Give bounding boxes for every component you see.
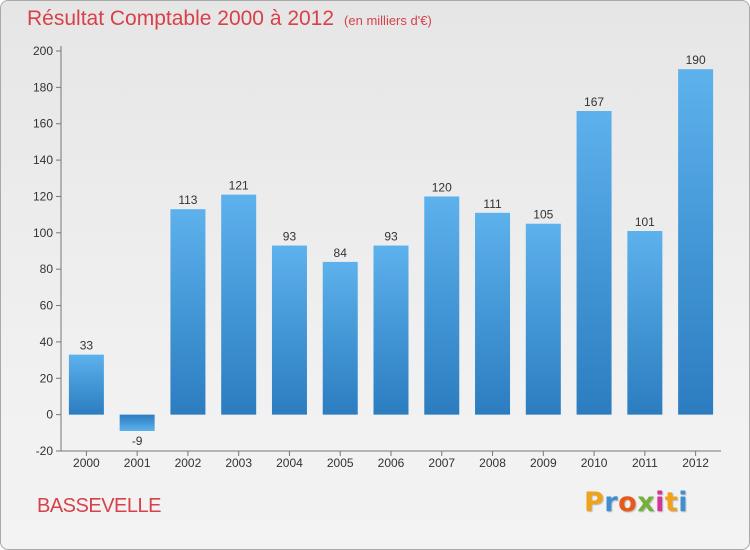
bar-2000: [68, 354, 104, 415]
bar-value-label: 84: [334, 246, 348, 260]
y-tick-label: 80: [40, 262, 54, 276]
x-tick-label: 2009: [530, 456, 557, 470]
y-tick-label: 120: [33, 189, 53, 203]
x-tick-label: 2000: [73, 456, 100, 470]
bar-2007: [424, 196, 460, 415]
x-tick-label: 2007: [428, 456, 455, 470]
bar-2008: [475, 212, 511, 415]
logo-letter: i: [655, 487, 665, 518]
logo-letter: r: [604, 487, 619, 518]
bar-2010: [576, 111, 612, 415]
bar-value-label: 167: [584, 95, 604, 109]
logo-letter: P: [584, 487, 605, 518]
bars-group: 33 -9 113 121 93 84 93 120 111 105 167 101 190: [68, 53, 714, 448]
logo-letter: i: [678, 487, 689, 518]
bar-value-label: 93: [283, 230, 297, 244]
bar-2004: [271, 245, 307, 415]
bar-value-label: -9: [132, 434, 143, 448]
location-name: BASSEVELLE: [37, 495, 161, 517]
x-tick-label: 2005: [327, 456, 354, 470]
bar-2001: [119, 414, 155, 431]
bar-value-label: 101: [635, 215, 655, 229]
x-tick-label: 2010: [581, 456, 608, 470]
bar-2006: [373, 245, 409, 415]
chart-subtitle: (en milliers d'€): [344, 13, 432, 28]
bar-value-label: 93: [384, 230, 398, 244]
y-tick-label: 140: [33, 153, 53, 167]
bar-value-label: 113: [178, 193, 197, 207]
bar-2003: [221, 194, 257, 415]
bar-2009: [525, 223, 561, 415]
x-tick-label: 2012: [682, 456, 709, 470]
x-tick-label: 2008: [479, 456, 506, 470]
x-tick-label: 2002: [175, 456, 202, 470]
y-tick-label: 100: [33, 226, 53, 240]
bar-value-label: 121: [229, 179, 249, 193]
axes-group: -20 0 20 40 60 80 100 120 140 160 180 200 2000 2001 20…: [33, 44, 721, 470]
chart-title-block: Résultat Comptable 2000 à 2012 (en millie…: [27, 7, 432, 31]
x-tick-label: 2011: [632, 456, 658, 470]
bar-value-label: 33: [80, 339, 94, 353]
bar-value-label: 120: [432, 180, 452, 194]
bar-2002: [170, 209, 206, 415]
bar-value-label: 111: [483, 197, 502, 211]
proxiti-logo[interactable]: Proxiti: [584, 487, 688, 518]
bar-2005: [322, 261, 358, 415]
y-tick-label: -20: [36, 444, 54, 458]
logo-letter: x: [637, 487, 656, 518]
y-tick-label: 20: [40, 371, 54, 385]
bar-2012: [678, 69, 714, 415]
y-tick-label: 60: [40, 299, 54, 313]
x-tick-label: 2006: [378, 456, 405, 470]
y-tick-label: 0: [46, 408, 53, 422]
y-tick-label: 180: [33, 80, 53, 94]
x-tick-label: 2004: [276, 456, 303, 470]
y-tick-label: 160: [33, 117, 53, 131]
x-tick-label: 2003: [225, 456, 252, 470]
bar-2011: [627, 231, 663, 415]
y-tick-label: 200: [33, 44, 53, 58]
bar-value-label: 190: [686, 53, 706, 67]
x-tick-label: 2001: [124, 456, 151, 470]
y-tick-label: 40: [40, 335, 54, 349]
chart-title: Résultat Comptable 2000 à 2012: [27, 7, 335, 30]
logo-letter: t: [664, 487, 679, 518]
logo-letter: o: [618, 487, 638, 518]
bar-value-label: 105: [533, 208, 553, 222]
